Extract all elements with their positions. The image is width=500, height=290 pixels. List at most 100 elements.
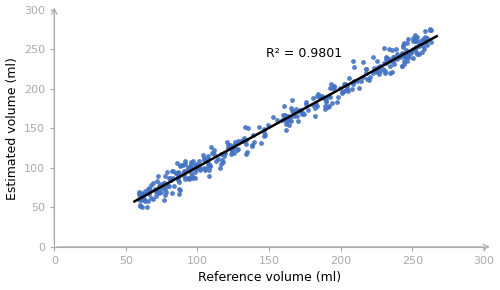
Point bbox=[234, 148, 241, 153]
Point bbox=[382, 57, 390, 61]
Point bbox=[205, 168, 213, 172]
Point bbox=[289, 108, 297, 113]
Point bbox=[336, 86, 344, 90]
Point bbox=[396, 55, 404, 59]
Point bbox=[264, 122, 272, 127]
Point bbox=[409, 39, 417, 43]
Point bbox=[152, 190, 160, 195]
Point bbox=[135, 197, 143, 202]
Point bbox=[242, 137, 250, 142]
Point bbox=[412, 39, 420, 43]
Point bbox=[386, 64, 394, 69]
Point bbox=[204, 164, 212, 168]
Point bbox=[206, 164, 214, 168]
Point bbox=[390, 55, 398, 59]
Point bbox=[359, 60, 367, 64]
Point bbox=[205, 174, 213, 178]
Point bbox=[426, 28, 434, 32]
Point bbox=[287, 119, 295, 124]
Point bbox=[181, 159, 189, 164]
Point bbox=[321, 96, 329, 100]
Point bbox=[403, 58, 411, 63]
Point bbox=[394, 57, 402, 61]
Point bbox=[188, 174, 196, 179]
Point bbox=[285, 118, 293, 123]
Point bbox=[354, 86, 362, 90]
Point bbox=[229, 144, 237, 149]
Point bbox=[375, 72, 383, 77]
Point bbox=[345, 75, 353, 80]
Point bbox=[394, 51, 402, 56]
Point bbox=[196, 168, 204, 173]
Point bbox=[160, 180, 168, 185]
Point bbox=[174, 178, 182, 182]
Point bbox=[220, 150, 228, 155]
Point bbox=[314, 93, 322, 98]
Point bbox=[185, 176, 193, 181]
Point bbox=[160, 198, 168, 202]
Point bbox=[382, 61, 390, 66]
Point bbox=[296, 108, 304, 113]
Point bbox=[222, 139, 230, 144]
Point bbox=[326, 95, 334, 100]
Point bbox=[260, 134, 268, 138]
Point bbox=[135, 190, 143, 194]
Point bbox=[230, 143, 238, 148]
Point bbox=[199, 153, 207, 157]
Point bbox=[226, 146, 234, 150]
Point bbox=[321, 106, 329, 111]
Point bbox=[422, 39, 430, 44]
Point bbox=[158, 186, 166, 191]
Point bbox=[426, 27, 434, 31]
Point bbox=[180, 170, 188, 175]
Y-axis label: Estimated volume (ml): Estimated volume (ml) bbox=[6, 57, 18, 200]
Point bbox=[318, 94, 326, 98]
Point bbox=[150, 181, 158, 186]
Point bbox=[290, 113, 298, 118]
Point bbox=[181, 162, 189, 166]
Point bbox=[370, 66, 378, 70]
Point bbox=[362, 70, 370, 75]
Point bbox=[232, 139, 239, 144]
Point bbox=[412, 45, 420, 50]
Point bbox=[201, 166, 209, 171]
Point bbox=[342, 82, 349, 86]
Point bbox=[187, 162, 195, 167]
Point bbox=[321, 97, 329, 101]
Point bbox=[286, 115, 294, 120]
Point bbox=[172, 171, 180, 176]
Point bbox=[411, 35, 419, 40]
Point bbox=[140, 198, 147, 203]
Point bbox=[364, 77, 372, 82]
Point bbox=[214, 157, 222, 162]
Point bbox=[322, 99, 330, 104]
Point bbox=[278, 118, 286, 122]
Point bbox=[145, 186, 153, 191]
Point bbox=[144, 199, 152, 203]
Point bbox=[422, 36, 430, 41]
Point bbox=[210, 148, 218, 153]
Point bbox=[226, 152, 234, 156]
Point bbox=[248, 143, 256, 148]
Point bbox=[174, 169, 182, 174]
Point bbox=[328, 100, 336, 105]
Point bbox=[324, 104, 332, 109]
Point bbox=[311, 114, 319, 118]
Point bbox=[142, 205, 150, 210]
Point bbox=[136, 203, 144, 208]
Point bbox=[404, 41, 411, 46]
Point bbox=[330, 85, 338, 89]
Point bbox=[186, 165, 194, 170]
Point bbox=[164, 176, 172, 181]
Point bbox=[173, 161, 181, 165]
Point bbox=[140, 197, 147, 202]
Point bbox=[237, 139, 245, 144]
Point bbox=[180, 168, 188, 173]
Point bbox=[200, 155, 207, 160]
Point bbox=[224, 143, 232, 147]
Point bbox=[422, 42, 430, 47]
Point bbox=[388, 55, 396, 59]
Point bbox=[322, 98, 330, 103]
Point bbox=[136, 194, 143, 199]
Point bbox=[152, 178, 160, 183]
